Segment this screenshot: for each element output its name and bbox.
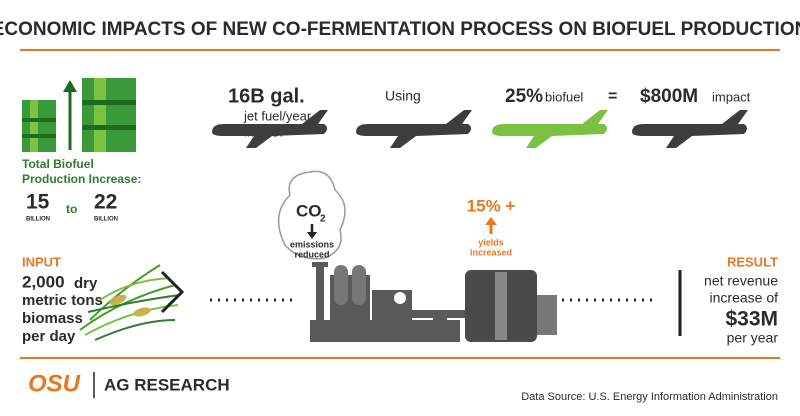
impact-label: impact [712, 89, 751, 104]
arrow [307, 232, 317, 239]
co2-cloud [277, 170, 346, 260]
input-heading: INPUT [22, 254, 61, 269]
biofuel-label: biofuel [545, 89, 583, 104]
co2-subscript: 2 [320, 214, 326, 225]
input-amount: 2,000 [22, 272, 65, 291]
yields-value: 15% + [467, 196, 516, 215]
result-text: per year [727, 330, 779, 346]
title: ECONOMIC IMPACTS OF NEW CO-FERMENTATION … [0, 19, 800, 40]
equals: = [608, 88, 617, 105]
using-text: Using [385, 88, 421, 104]
result-amount: $33M [725, 308, 778, 331]
input-text: metric tons [22, 292, 103, 309]
chevron [160, 270, 185, 314]
jet-fuel-text: jet fuel/year [243, 108, 312, 123]
data-source: Data Source: U.S. Energy Information Adm… [521, 391, 778, 403]
production-label: Production Increase: [22, 172, 141, 186]
result-heading: RESULT [727, 254, 778, 269]
yields-label: increased [470, 247, 512, 257]
co2-text: CO [296, 201, 322, 220]
biofuel-share: 25% [505, 86, 543, 107]
factory [310, 262, 557, 342]
production-unit: BILLION [26, 217, 50, 223]
result-text: net revenue [704, 273, 778, 289]
emissions-label: emissions [290, 239, 334, 249]
biomass [79, 264, 181, 341]
input-text: biomass [22, 310, 83, 327]
impact-value: $800M [640, 86, 698, 107]
logo: OSU [28, 370, 81, 397]
production-from: 15 [26, 191, 50, 214]
fuel-cans [22, 78, 136, 152]
production-label: Total Biofuel [22, 157, 94, 171]
input-text: per day [22, 328, 76, 345]
arrow [485, 217, 497, 225]
production-unit: BILLION [94, 217, 118, 223]
input-text: dry [74, 275, 98, 292]
jet-fuel-amount: 16B gal. [228, 85, 305, 107]
yields-label: yields [478, 237, 504, 247]
production-target: 22 [94, 191, 117, 214]
emissions-label: reduced [294, 249, 329, 259]
production-to: to [66, 202, 77, 216]
footer-unit: AG RESEARCH [104, 375, 230, 394]
result-text: increase of [710, 290, 779, 306]
